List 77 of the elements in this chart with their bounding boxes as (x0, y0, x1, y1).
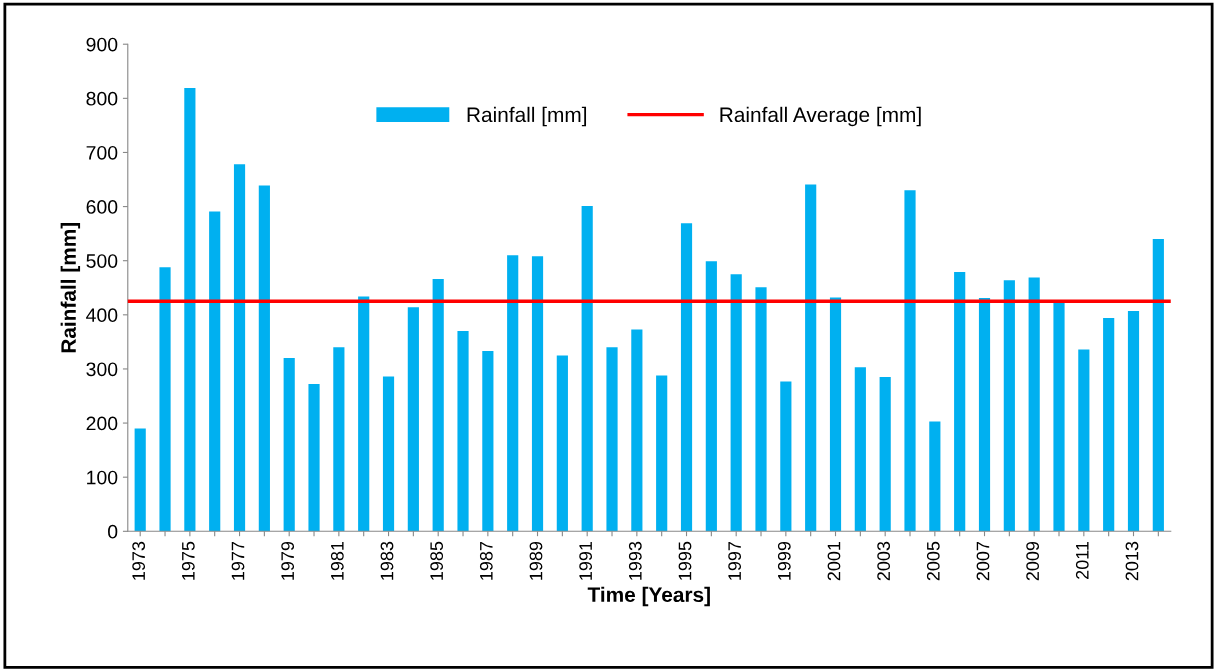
bar (358, 296, 370, 532)
x-tick-label: 1985 (430, 541, 444, 580)
bar (507, 255, 519, 532)
bar (482, 351, 494, 532)
bar (407, 307, 419, 532)
y-tick-label: 300 (86, 362, 118, 377)
bar (209, 211, 221, 532)
legend-label: Rainfall [mm] (467, 106, 587, 127)
bar (1127, 311, 1140, 532)
bar (1078, 349, 1090, 532)
bar (780, 381, 792, 532)
bar (1152, 239, 1164, 532)
x-tick-label: 2005 (926, 541, 940, 581)
x-tick-label: 2007 (976, 541, 990, 581)
bar (606, 347, 618, 532)
x-tick-label: 1989 (529, 541, 543, 580)
bar (258, 185, 270, 532)
bar (159, 267, 171, 532)
bar (829, 297, 842, 532)
x-tick-label: 1979 (281, 541, 295, 580)
bar (1003, 280, 1015, 532)
bar (134, 428, 146, 532)
bar (1028, 277, 1040, 532)
x-tick-label: 2013 (1125, 541, 1139, 581)
x-tick-label: 1983 (380, 541, 394, 580)
x-tick-label: 2011 (1075, 541, 1089, 579)
bar (283, 358, 295, 532)
x-tick-label: 1993 (628, 541, 642, 580)
x-tick-label: 2001 (827, 541, 841, 581)
bar (1053, 301, 1065, 532)
bar (308, 384, 320, 532)
x-axis-title: Time [Years] (587, 586, 710, 607)
y-tick-label: 700 (86, 145, 118, 160)
x-tick-label: 2009 (1026, 541, 1040, 581)
x-tick-label: 1999 (777, 541, 791, 580)
x-tick-label: 1975 (181, 541, 195, 580)
bar (805, 184, 817, 532)
x-tick-label: 1997 (728, 541, 742, 580)
bar (705, 261, 717, 532)
bar (382, 376, 395, 532)
bar (457, 331, 469, 532)
y-tick-label: 200 (86, 416, 118, 431)
x-tick-label: 1981 (330, 541, 344, 580)
bar (929, 421, 941, 532)
bar (680, 223, 693, 532)
bar (854, 367, 866, 532)
bar (432, 279, 444, 532)
x-tick-label: 1991 (579, 541, 593, 580)
y-tick-label: 400 (86, 308, 118, 323)
bar (184, 88, 196, 532)
bar (581, 206, 593, 532)
bar (954, 272, 966, 532)
x-tick-label: 1973 (132, 541, 146, 580)
bar (1103, 318, 1115, 532)
y-tick-label: 0 (108, 524, 118, 539)
bar (879, 377, 891, 532)
bar (631, 329, 643, 532)
x-tick-label: 1995 (678, 541, 692, 580)
x-tick-label: 1977 (231, 541, 245, 580)
legend-label: Rainfall Average [mm] (720, 106, 921, 127)
bar (755, 287, 767, 532)
y-axis-title: Rainfall [mm] (60, 222, 81, 353)
bar (904, 190, 916, 532)
y-tick-label: 800 (86, 91, 118, 106)
bar (531, 256, 544, 532)
y-tick-label: 500 (86, 254, 118, 268)
y-tick-label: 600 (86, 200, 118, 214)
bar (556, 355, 568, 532)
bar (656, 375, 668, 532)
bar (730, 274, 742, 532)
x-tick-label: 2003 (877, 541, 891, 581)
bar (233, 164, 246, 532)
y-tick-label: 100 (87, 470, 118, 485)
x-tick-label: 1987 (479, 541, 493, 580)
bar (333, 347, 345, 532)
bar (978, 298, 991, 532)
y-tick-label: 900 (86, 37, 118, 52)
